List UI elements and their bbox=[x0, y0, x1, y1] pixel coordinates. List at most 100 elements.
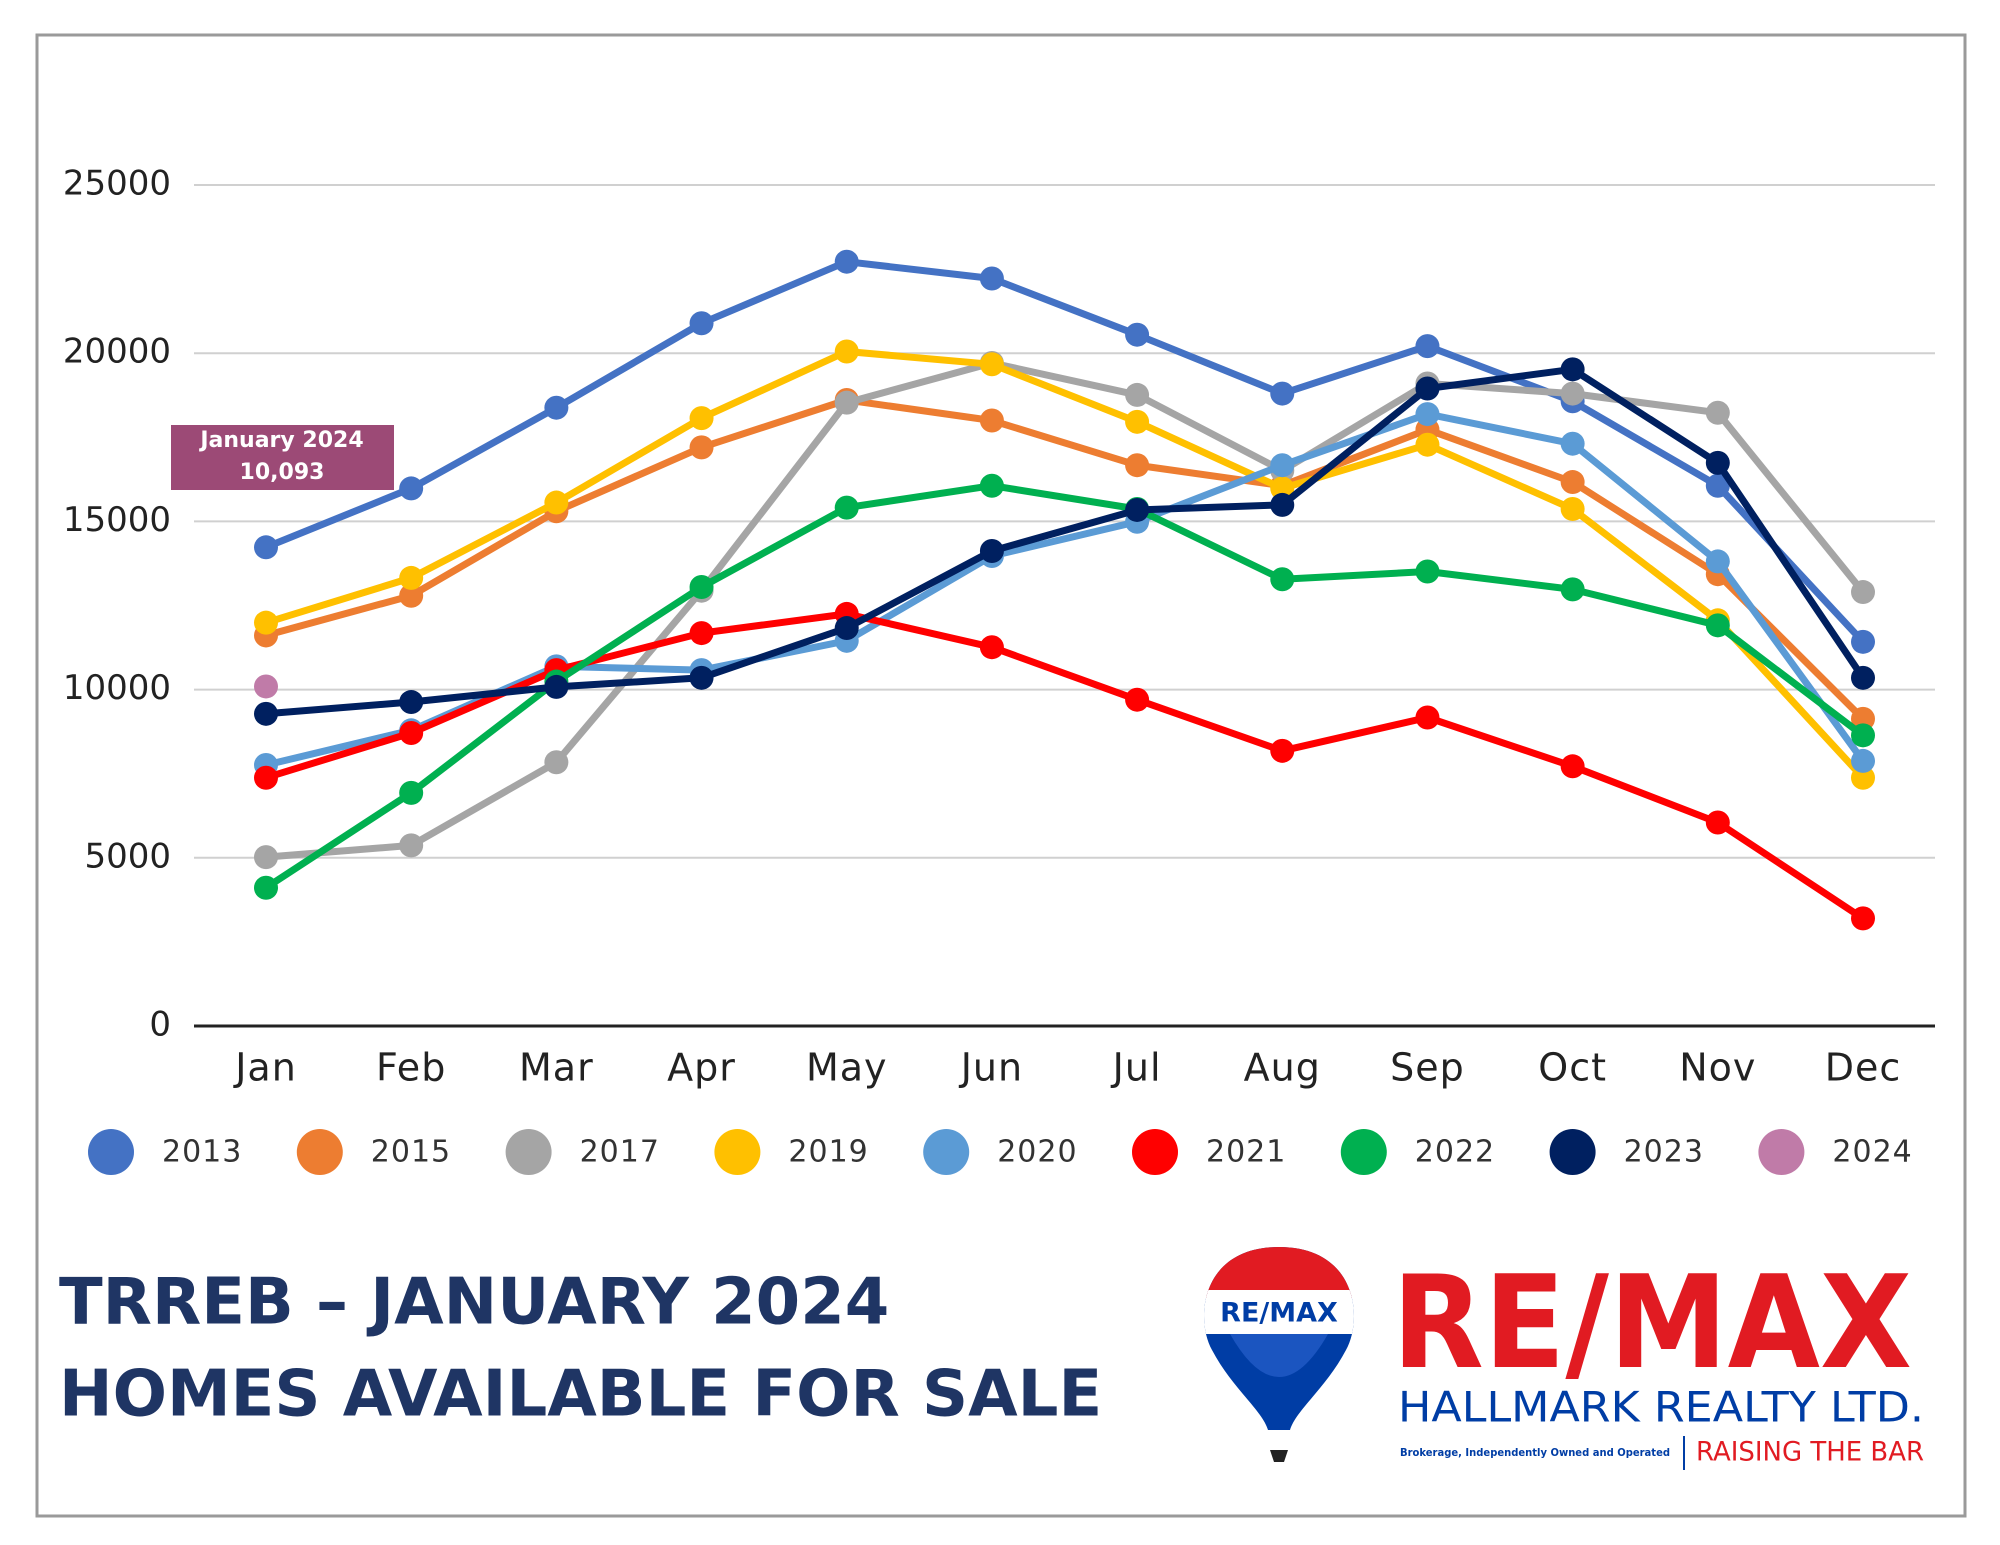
data-point bbox=[689, 435, 714, 460]
data-point bbox=[399, 583, 424, 608]
data-point bbox=[1270, 476, 1295, 501]
balloon-text: RE/MAX bbox=[1220, 1298, 1338, 1329]
x-tick-label: Mar bbox=[519, 1046, 594, 1090]
data-point bbox=[979, 408, 1004, 433]
annotation-text: 10,093 bbox=[240, 460, 325, 485]
data-point bbox=[399, 565, 424, 590]
data-point bbox=[1125, 322, 1150, 347]
series-line bbox=[264, 482, 1866, 891]
legend-swatch bbox=[296, 1129, 343, 1175]
x-tick-label: Jul bbox=[1111, 1046, 1162, 1090]
data-point bbox=[254, 875, 278, 900]
data-point bbox=[979, 635, 1004, 660]
data-point bbox=[1415, 559, 1440, 584]
legend-label: 2021 bbox=[1206, 1135, 1286, 1170]
data-point bbox=[979, 473, 1004, 498]
data-point bbox=[1560, 754, 1585, 779]
data-point bbox=[1705, 450, 1730, 475]
legend-label: 2024 bbox=[1832, 1135, 1912, 1170]
legend-swatch bbox=[1340, 1129, 1387, 1175]
data-point bbox=[1270, 492, 1295, 517]
data-point bbox=[1415, 705, 1440, 730]
data-point bbox=[1705, 810, 1730, 835]
data-point bbox=[1125, 687, 1150, 712]
data-point bbox=[254, 765, 278, 790]
data-point bbox=[1705, 400, 1730, 425]
data-point bbox=[1705, 473, 1730, 498]
y-tick-label: 15000 bbox=[63, 500, 171, 540]
title-line: TRREB – JANUARY 2024 bbox=[59, 1266, 889, 1340]
data-point bbox=[1851, 629, 1875, 654]
data-point bbox=[254, 845, 278, 870]
annotation-text: January 2024 bbox=[198, 428, 363, 453]
data-point bbox=[399, 690, 424, 715]
data-point bbox=[399, 476, 424, 501]
series-line bbox=[264, 348, 1866, 781]
data-point bbox=[254, 535, 278, 560]
data-point bbox=[254, 610, 278, 635]
data-point bbox=[1270, 738, 1295, 763]
legend-label: 2015 bbox=[371, 1135, 451, 1170]
data-point bbox=[544, 395, 569, 420]
data-point bbox=[1125, 409, 1150, 434]
data-point bbox=[254, 701, 278, 726]
data-point bbox=[1270, 567, 1295, 592]
y-tick-label: 0 bbox=[149, 1005, 171, 1045]
data-point bbox=[1705, 613, 1730, 638]
data-point bbox=[834, 495, 859, 520]
brokerage-note: Brokerage, Independently Owned and Opera… bbox=[1400, 1446, 1670, 1459]
data-point bbox=[1125, 497, 1150, 522]
legend-label: 2022 bbox=[1415, 1135, 1495, 1170]
legend-label: 2023 bbox=[1624, 1135, 1704, 1170]
data-point bbox=[834, 390, 859, 415]
company: HALLMARK REALTY LTD. bbox=[1398, 1383, 1924, 1432]
title-line: HOMES AVAILABLE FOR SALE bbox=[59, 1358, 1102, 1432]
data-point bbox=[689, 311, 714, 336]
series-line bbox=[264, 258, 1866, 645]
data-point bbox=[399, 720, 424, 745]
data-point bbox=[1415, 402, 1440, 427]
data-point bbox=[979, 266, 1004, 291]
legend-swatch bbox=[505, 1129, 552, 1175]
data-point bbox=[1415, 432, 1440, 457]
data-point bbox=[979, 539, 1004, 564]
slogan: RAISING THE BAR bbox=[1696, 1437, 1924, 1468]
data-point bbox=[399, 833, 424, 858]
data-point bbox=[689, 621, 714, 646]
x-tick-label: Apr bbox=[667, 1046, 736, 1090]
legend-label: 2017 bbox=[580, 1135, 660, 1170]
data-point bbox=[544, 490, 569, 515]
legend-swatch bbox=[923, 1129, 970, 1175]
data-point bbox=[979, 352, 1004, 377]
data-point bbox=[1560, 496, 1585, 521]
data-point bbox=[1125, 382, 1150, 407]
data-point bbox=[1415, 376, 1440, 401]
legend-swatch bbox=[1132, 1129, 1178, 1175]
y-tick-label: 5000 bbox=[84, 836, 171, 876]
brand: RE/MAX bbox=[1392, 1249, 1912, 1398]
data-point bbox=[689, 574, 714, 599]
data-point bbox=[1851, 706, 1875, 731]
data-point bbox=[834, 339, 859, 364]
data-point bbox=[1851, 748, 1875, 773]
x-tick-label: May bbox=[806, 1046, 888, 1090]
y-tick-label: 10000 bbox=[63, 668, 171, 708]
balloon-basket bbox=[1270, 1450, 1288, 1462]
data-point bbox=[1560, 577, 1585, 602]
annotation-box bbox=[171, 425, 394, 490]
legend-label: 2020 bbox=[997, 1135, 1077, 1170]
x-tick-label: Feb bbox=[376, 1046, 446, 1090]
legend-label: 2013 bbox=[162, 1135, 242, 1170]
x-tick-label: Nov bbox=[1679, 1046, 1756, 1090]
data-point bbox=[1851, 665, 1875, 690]
x-tick-label: Aug bbox=[1244, 1046, 1321, 1090]
data-point bbox=[1125, 453, 1150, 478]
data-point bbox=[1415, 334, 1440, 359]
plot: 0 5000 10000 15000 20000 25000 Jan Feb Mar Apr May… bbox=[63, 164, 1935, 1175]
series-line bbox=[264, 610, 1865, 922]
legend-label: 2019 bbox=[788, 1135, 868, 1170]
series-line bbox=[265, 365, 1866, 718]
data-point bbox=[1560, 381, 1585, 406]
data-point bbox=[1705, 549, 1730, 574]
